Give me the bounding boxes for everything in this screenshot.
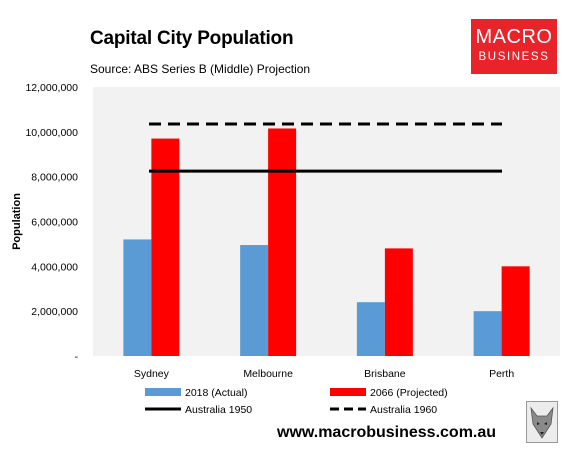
bar-actual-2018 bbox=[473, 311, 502, 356]
logo-line-2: BUSINESS bbox=[478, 51, 550, 63]
legend-label: Australia 1960 bbox=[370, 404, 437, 416]
bar-projected-2066 bbox=[268, 128, 297, 356]
x-tick-label: Sydney bbox=[134, 368, 170, 380]
y-tick-label: - bbox=[75, 351, 79, 363]
wolf-head-icon bbox=[526, 401, 558, 443]
legend-label: 2018 (Actual) bbox=[185, 387, 247, 399]
y-tick-label: 6,000,000 bbox=[31, 217, 78, 229]
macrobusiness-logo: MACRO BUSINESS bbox=[471, 19, 557, 74]
x-tick-label: Perth bbox=[489, 368, 514, 380]
legend-swatch bbox=[330, 388, 366, 396]
legend-label: 2066 (Projected) bbox=[370, 387, 448, 399]
bar-projected-2066 bbox=[384, 248, 413, 356]
bar-actual-2018 bbox=[356, 302, 385, 356]
website-url: www.macrobusiness.com.au bbox=[277, 424, 497, 441]
bar-actual-2018 bbox=[240, 245, 269, 356]
bar-projected-2066 bbox=[501, 266, 530, 356]
chart-title: Capital City Population bbox=[90, 28, 294, 49]
y-axis-label: Population bbox=[11, 193, 23, 250]
bar-projected-2066 bbox=[151, 138, 180, 356]
y-tick-label: 8,000,000 bbox=[31, 172, 78, 184]
logo-line-1: MACRO bbox=[475, 26, 553, 48]
legend-swatch bbox=[145, 388, 181, 396]
y-tick-label: 2,000,000 bbox=[31, 306, 78, 318]
y-tick-label: 12,000,000 bbox=[25, 82, 78, 94]
chart-subtitle: Source: ABS Series B (Middle) Projection bbox=[90, 62, 311, 76]
bar-actual-2018 bbox=[123, 239, 152, 356]
y-tick-label: 10,000,000 bbox=[25, 127, 78, 139]
x-tick-label: Brisbane bbox=[364, 368, 406, 380]
y-tick-label: 4,000,000 bbox=[31, 261, 78, 273]
legend-label: Australia 1950 bbox=[185, 404, 252, 416]
x-tick-label: Melbourne bbox=[243, 368, 293, 380]
